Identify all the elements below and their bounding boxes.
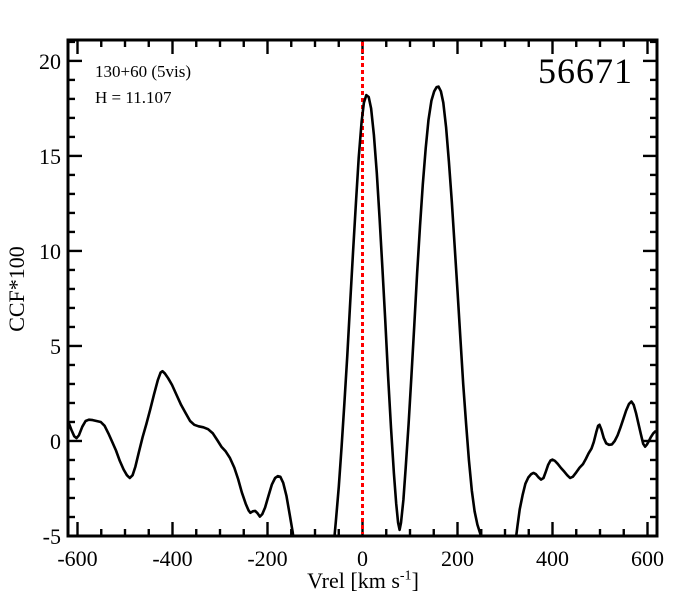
x-tick-label: -200 (247, 546, 287, 571)
x-tick-label: -600 (57, 546, 97, 571)
annotation-h-magnitude: H = 11.107 (95, 88, 172, 107)
y-axis-title: CCF*100 (4, 246, 29, 332)
x-tick-label: 400 (536, 546, 569, 571)
star-id-label: 56671 (538, 51, 633, 91)
x-axis-title: Vrel [km s-1] (307, 568, 419, 594)
y-tick-label: 15 (39, 144, 61, 169)
x-axis-title-superscript: -1 (399, 568, 412, 584)
ccf-curve (69, 85, 656, 535)
x-tick-label: -400 (152, 546, 192, 571)
y-tick-label: 5 (50, 334, 61, 359)
y-tick-label: 0 (50, 429, 61, 454)
annotation-field-visits: 130+60 (5vis) (95, 62, 191, 81)
y-tick-label: 10 (39, 239, 61, 264)
plot-frame (66, 38, 659, 538)
x-tick-label: 600 (631, 546, 664, 571)
y-tick-label: 20 (39, 49, 61, 74)
y-tick-label: -5 (43, 524, 61, 549)
x-tick-label: 200 (441, 546, 474, 571)
x-tick-label: 0 (357, 546, 368, 571)
x-axis-title-text: Vrel [km s (307, 568, 400, 593)
x-axis-title-suffix: ] (411, 568, 419, 593)
